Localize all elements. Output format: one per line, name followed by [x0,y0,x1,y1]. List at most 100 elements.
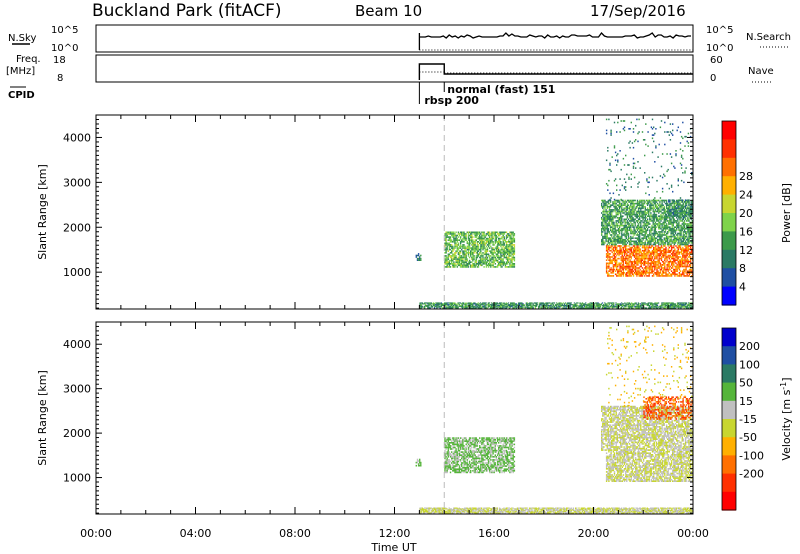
echo-cell [513,259,516,262]
echo-cell [618,303,620,305]
echo-cell [635,242,638,244]
echo-cell [632,223,634,225]
echo-cell [631,265,634,268]
echo-cell [511,259,513,262]
echo-cell [607,231,610,233]
echo-cell [489,241,491,243]
echo-cell [648,240,650,243]
echo-cell [646,265,648,268]
echo-cell [495,303,497,305]
echo-cell [633,303,635,305]
echo-cell [676,234,678,236]
echo-cell [479,233,481,235]
echo-cell [631,213,633,216]
echo-cell [660,237,662,239]
echo-cell [548,306,550,308]
echo-cell [637,260,639,263]
echo-cell [542,306,544,308]
echo-cell [484,253,486,256]
echo-cell [474,307,476,309]
echo-cell [681,226,683,228]
echo-cell [477,241,480,243]
echo-cell [467,236,470,238]
freq-trace [418,63,693,80]
echo-cell [648,256,650,258]
echo-cell [486,231,489,234]
echo-cell [513,250,516,252]
echo-cell [601,216,603,219]
echo-cell [661,304,663,307]
echo-cell [611,242,613,244]
echo-cell [676,223,678,225]
echo-cell [627,262,629,265]
echo-cell [670,248,673,250]
echo-cell [656,210,659,213]
echo-cell [602,243,604,246]
echo-cell [482,241,484,243]
echo-cell [447,258,449,260]
echo-cell [449,255,452,257]
echo-cell [439,307,441,309]
echo-cell [501,261,503,263]
echo-cell [495,245,498,248]
echo-cell [667,260,669,263]
echo-cell [503,237,505,240]
echo-cell [446,266,448,268]
echo-cell [621,227,623,230]
echo-cell [628,257,630,260]
echo-cell [671,304,673,307]
echo-cell [599,306,601,308]
echo-cell [555,302,558,304]
echo-cell [676,270,678,272]
echo-cell [621,237,623,239]
echo-cell [633,202,635,205]
echo-cell [675,256,677,258]
echo-cell [609,246,611,249]
echo-cell [670,204,672,206]
echo-cell [628,216,631,219]
echo-cell [622,242,624,244]
echo-cell [612,267,615,269]
echo-cell [611,220,613,222]
echo-cell [669,218,671,221]
echo-cell [623,224,625,227]
echo-cell [612,226,614,228]
echo-cell [575,303,577,305]
echo-cell [649,257,651,260]
echo-cell [623,245,626,247]
echo-cell [618,237,621,239]
echo-cell [635,257,637,260]
echo-cell [648,273,650,276]
echo-cell [492,247,494,249]
echo-cell [461,307,464,309]
echo-cell [468,252,471,254]
echo-cell [481,236,483,238]
echo-cell [622,272,625,274]
echo-cell [677,246,679,249]
echo-cell [632,254,635,257]
echo-cell [625,237,627,239]
echo-cell [470,261,472,263]
echo-cell [622,209,624,211]
echo-cell [631,243,633,246]
echo-cell [640,201,642,203]
echo-cell [618,268,620,271]
echo-cell [498,256,500,259]
echo-cell [650,253,653,255]
echo-cell [666,265,668,268]
echo-cell [654,202,657,205]
echo-cell [611,243,613,246]
echo-cell [472,248,474,251]
echo-cell [559,304,561,307]
echo-cell [471,239,473,241]
echo-cell [637,209,640,211]
echo-cell [680,235,682,238]
echo-cell [661,202,663,205]
echo-cell [466,241,468,243]
echo-cell [665,232,668,235]
echo-cell [500,306,502,308]
echo-cell [454,241,456,243]
echo-cell [454,253,456,256]
echo-cell [587,304,589,307]
echo-cell [463,253,465,256]
